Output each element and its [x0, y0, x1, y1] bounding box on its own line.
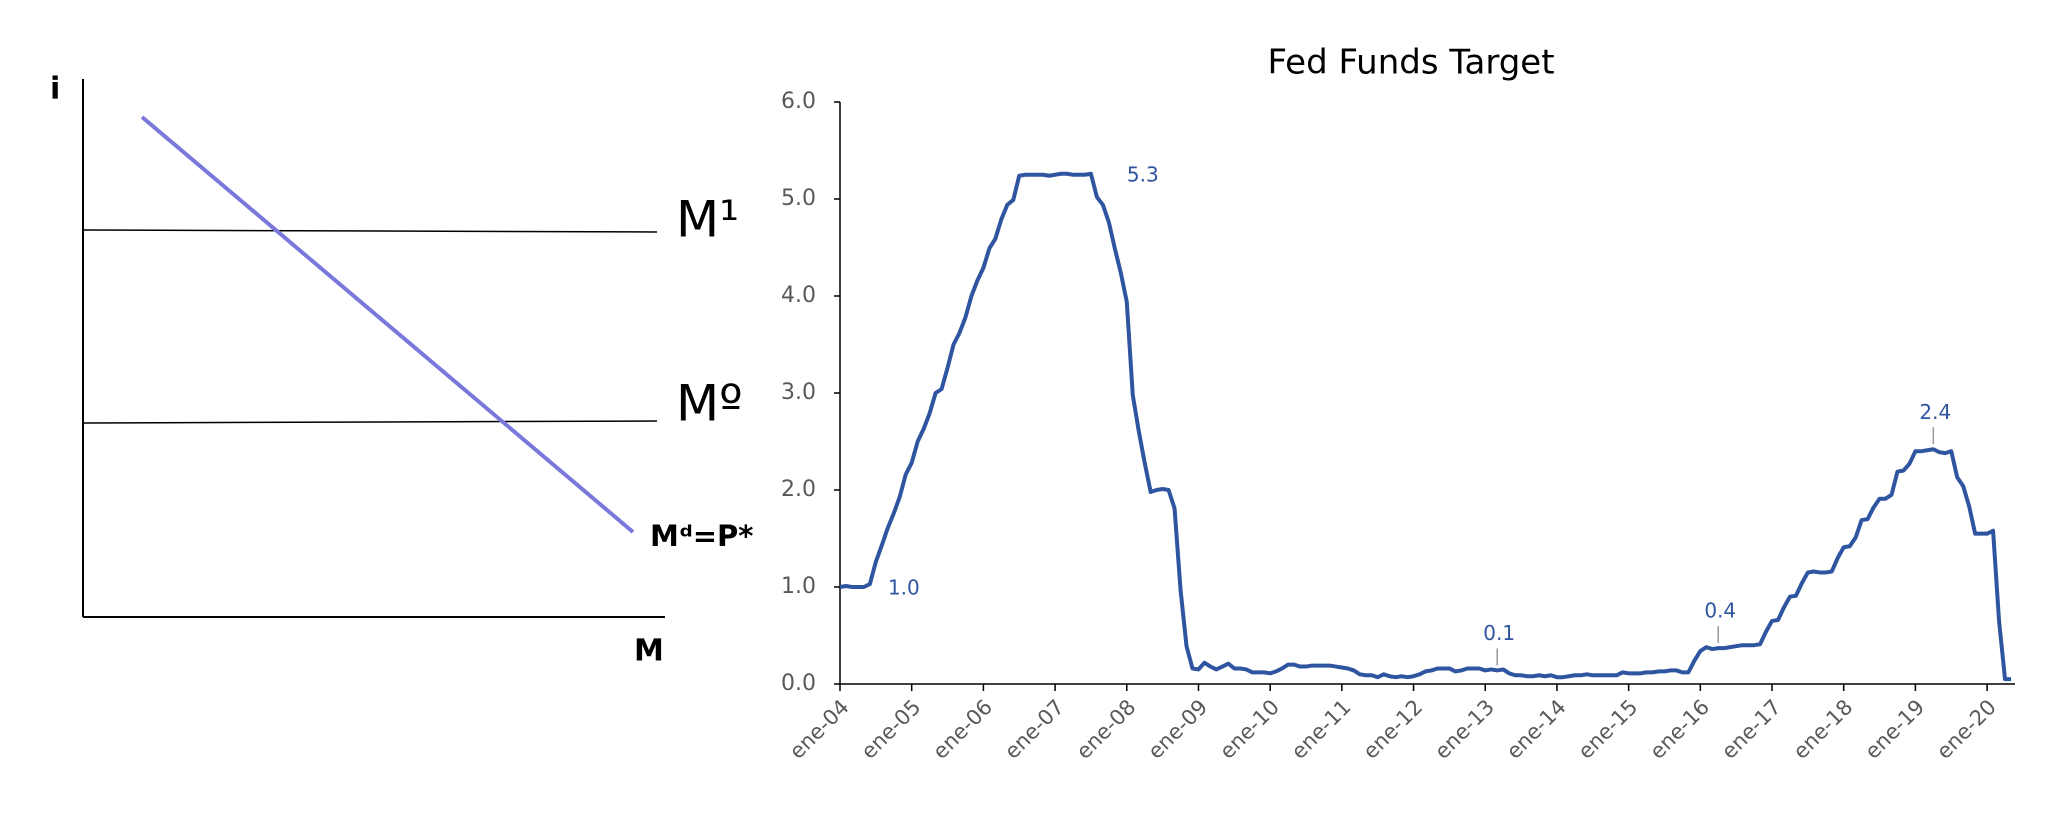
y-tick-label: 6.0: [781, 89, 816, 114]
y-axis-label: i: [50, 72, 60, 107]
supply-line-low: [82, 420, 658, 424]
x-tick-label: ene-17: [1717, 695, 1786, 764]
x-tick-label: ene-06: [928, 695, 997, 764]
x-tick-label: ene-09: [1143, 695, 1212, 764]
data-label: 0.1: [1483, 621, 1515, 645]
y-tick-label: 3.0: [781, 380, 816, 405]
chart-title: Fed Funds Target: [1267, 43, 1554, 83]
data-label: 0.4: [1704, 599, 1736, 623]
y-tick-label: 4.0: [781, 283, 816, 308]
data-label: 1.0: [888, 576, 920, 600]
x-tick-label: ene-20: [1932, 695, 2001, 764]
supply-label: Mº: [676, 375, 743, 433]
x-tick-label: ene-05: [857, 695, 926, 764]
x-tick-label: ene-08: [1072, 695, 1141, 764]
demand-label: Mᵈ=P* f: [650, 519, 777, 553]
money-market-diagram: i M¹ Mº Mᵈ=P* f M: [50, 72, 777, 669]
x-axis-label: M: [634, 634, 664, 669]
y-tick-label: 0.0: [781, 671, 816, 696]
x-tick-label: ene-16: [1645, 695, 1714, 764]
x-tick-label: ene-12: [1358, 695, 1427, 764]
x-tick-label: ene-10: [1215, 695, 1284, 764]
line-chart: Fed Funds Target 0.0 1.0 2.0 3.0 4.0 5.0 6.0 en…: [781, 43, 2015, 764]
x-tick-label: ene-07: [1000, 695, 1069, 764]
x-tick-label: ene-15: [1574, 695, 1643, 764]
data-label: 5.3: [1127, 162, 1159, 186]
x-tick-label: ene-13: [1430, 695, 1499, 764]
y-tick-label: 1.0: [781, 574, 816, 599]
demand-line: [140, 115, 635, 534]
y-tick-label: 5.0: [781, 186, 816, 211]
series-line: [839, 171, 2011, 682]
data-label: 2.4: [1919, 400, 1951, 424]
x-tick-label: ene-18: [1789, 695, 1858, 764]
x-tick-label: ene-14: [1502, 695, 1571, 764]
supply-label: M¹: [676, 191, 739, 249]
x-tick-label: ene-11: [1287, 695, 1356, 764]
supply-line-high: [82, 229, 658, 233]
x-tick-label: ene-04: [785, 695, 854, 764]
y-tick-label: 2.0: [781, 477, 816, 502]
x-tick-label: ene-19: [1860, 695, 1929, 764]
